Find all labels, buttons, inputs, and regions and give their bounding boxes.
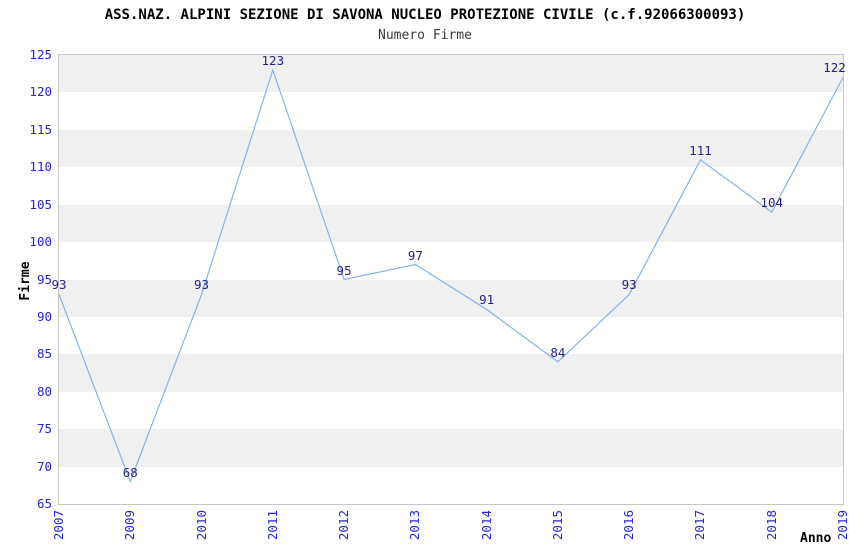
plot-band [59, 204, 843, 243]
y-tick-label: 125 [29, 47, 52, 62]
x-tick-label: 2017 [692, 510, 708, 541]
plot-band [59, 55, 843, 93]
x-axis-title: Anno [800, 531, 832, 546]
plot-band [59, 354, 843, 392]
data-point-label: 123 [261, 52, 285, 68]
x-tick-label: 2007 [51, 510, 66, 541]
data-point-label: 111 [689, 142, 712, 158]
data-point-label: 91 [479, 292, 495, 308]
plot-area [58, 54, 844, 505]
x-tick-label: 2011 [264, 510, 280, 541]
y-tick-label: 85 [36, 346, 52, 362]
y-tick-label: 75 [36, 421, 52, 437]
x-tick-label: 2013 [407, 510, 423, 541]
plot-band [59, 129, 843, 168]
data-point-label: 95 [336, 262, 352, 278]
y-tick-label: 115 [29, 121, 52, 137]
x-tick-label: 2012 [336, 510, 352, 541]
data-point-label: 93 [194, 277, 210, 293]
y-tick-label: 105 [29, 196, 52, 212]
plot-band [59, 279, 843, 317]
x-tick-label: 2014 [478, 510, 494, 541]
x-tick-label: 2019 [835, 510, 850, 541]
line-series [59, 68, 843, 484]
data-point-label: 93 [51, 277, 67, 293]
chart-title: ASS.NAZ. ALPINI SEZIONE DI SAVONA NUCLEO… [104, 7, 746, 23]
y-tick-label: 70 [36, 458, 52, 474]
y-tick-label: 120 [29, 84, 52, 100]
x-tick-label: 2009 [122, 510, 138, 541]
plot-band [59, 429, 843, 467]
line-path [59, 68, 843, 484]
y-tick-label: 80 [36, 383, 52, 399]
data-point-label: 84 [550, 344, 566, 360]
data-point-label: 97 [407, 247, 423, 263]
y-tick-label: 65 [36, 496, 52, 511]
x-tick-label: 2016 [621, 510, 637, 541]
y-tick-label: 110 [29, 159, 52, 175]
data-point-label: 93 [621, 277, 637, 293]
chart-subtitle: Numero Firme [378, 28, 472, 43]
data-point-label: 122 [823, 60, 846, 76]
x-tick-label: 2018 [763, 510, 779, 541]
x-tick-label: 2015 [549, 510, 565, 541]
x-tick-label: 2010 [193, 510, 209, 541]
data-point-label: 68 [122, 464, 138, 480]
y-tick-label: 95 [36, 271, 52, 287]
data-point-label: 104 [760, 195, 784, 211]
y-tick-label: 100 [29, 234, 52, 250]
y-tick-label: 90 [36, 308, 52, 324]
